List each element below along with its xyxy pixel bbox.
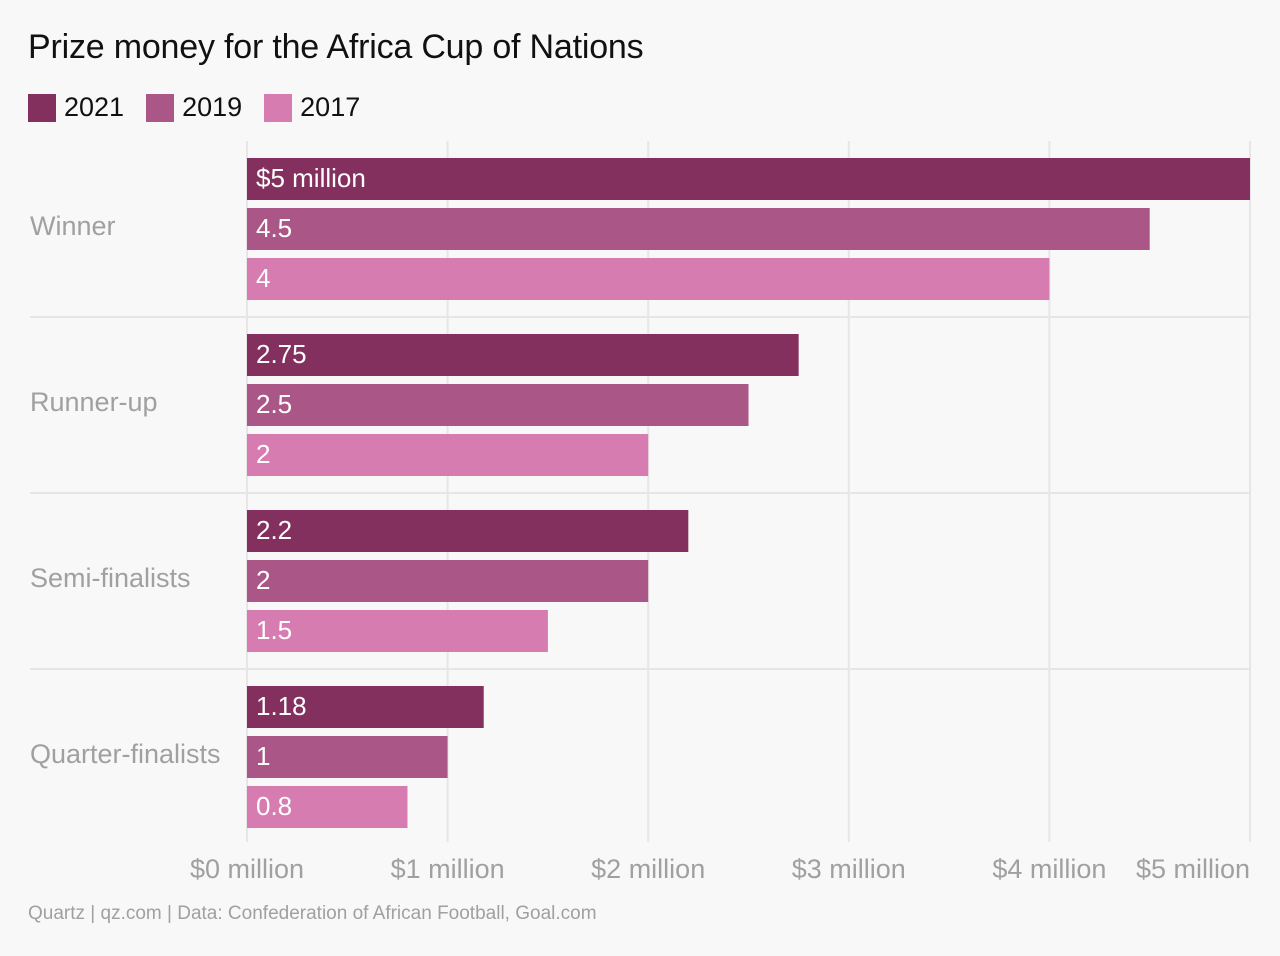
x-tick-label-3: $3 million (792, 854, 906, 884)
x-tick-label-4: $4 million (992, 854, 1106, 884)
bar-label-2021-2: 2.2 (256, 515, 292, 545)
bar-2021-3 (247, 686, 484, 728)
source-footer: Quartz | qz.com | Data: Confederation of… (28, 903, 597, 924)
bar-label-2019-1: 2.5 (256, 389, 292, 419)
legend-label-2017: 2017 (300, 92, 361, 122)
legend-swatch-2017 (264, 93, 293, 122)
bar-2017-2 (247, 610, 548, 652)
x-tick-label-0: $0 million (190, 854, 304, 884)
category-label-2: Semi-finalists (30, 563, 191, 593)
bar-2021-0 (247, 158, 1250, 200)
category-label-0: Winner (30, 211, 116, 241)
legend-label-2019: 2019 (182, 92, 243, 122)
bar-label-2017-3: 0.8 (256, 791, 292, 821)
legend-item-2021: 2021 (28, 92, 124, 123)
x-tick-label-2: $2 million (591, 854, 705, 884)
bar-label-2017-0: 4 (256, 263, 270, 293)
chart-title: Prize money for the Africa Cup of Nation… (28, 28, 644, 66)
bar-label-2019-2: 2 (256, 565, 270, 595)
bar-label-2021-0: $5 million (256, 163, 366, 193)
legend-item-2017: 2017 (264, 92, 360, 123)
bar-label-2021-1: 2.75 (256, 339, 307, 369)
bar-2019-1 (247, 384, 749, 426)
bar-2019-2 (247, 560, 649, 602)
x-tick-label-5: $5 million (1136, 854, 1250, 884)
bar-label-2019-3: 1 (256, 741, 270, 771)
bar-2017-3 (247, 786, 408, 828)
bar-2019-0 (247, 208, 1150, 250)
legend-label-2021: 2021 (64, 92, 125, 122)
bar-2019-3 (247, 736, 448, 778)
bar-label-2017-1: 2 (256, 439, 270, 469)
category-label-1: Runner-up (30, 387, 158, 417)
x-tick-label-1: $1 million (391, 854, 505, 884)
bar-2017-1 (247, 434, 649, 476)
bar-2021-2 (247, 510, 689, 552)
bar-label-2021-3: 1.18 (256, 691, 307, 721)
bar-2017-0 (247, 258, 1050, 300)
bar-2021-1 (247, 334, 799, 376)
category-label-3: Quarter-finalists (30, 739, 221, 769)
bar-label-2019-0: 4.5 (256, 213, 292, 243)
chart-legend: 2021 2019 2017 (28, 92, 382, 123)
legend-item-2019: 2019 (146, 92, 242, 123)
bar-label-2017-2: 1.5 (256, 615, 292, 645)
legend-swatch-2021 (28, 93, 56, 122)
legend-swatch-2019 (146, 93, 175, 122)
